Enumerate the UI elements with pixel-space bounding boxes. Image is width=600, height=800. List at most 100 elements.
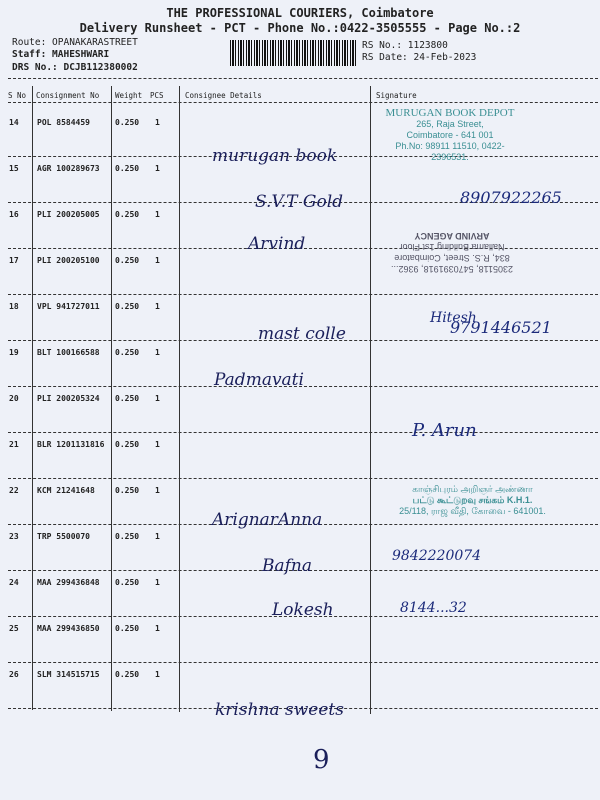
handwritten-consignee: mast colle <box>258 324 346 344</box>
row-consignment-no: MAA 299436848 <box>37 578 100 587</box>
row-sno: 22 <box>9 486 19 495</box>
row-consignment-no: PLI 200205100 <box>37 256 100 265</box>
row-divider <box>8 708 598 709</box>
signature: 8144...32 <box>400 600 467 616</box>
row-sno: 21 <box>9 440 19 449</box>
row-pcs: 1 <box>155 486 160 495</box>
stamp-arignar-anna: காஞ்சிபுரம் அறிஞர் அண்ணா பட்டு கூட்டுறவு… <box>385 484 560 517</box>
row-pcs: 1 <box>155 532 160 541</box>
row-consignment-no: MAA 299436850 <box>37 624 100 633</box>
drs-number: DRS No.: DCJB112380002 <box>12 62 138 73</box>
rs-number: RS No.: 1123800 <box>362 40 448 51</box>
signature-name: Hitesh <box>430 310 477 326</box>
column-line <box>32 86 33 710</box>
row-weight: 0.250 <box>115 164 140 173</box>
row-divider <box>8 616 598 617</box>
row-consignment-no: BLR 1201131816 <box>37 440 105 449</box>
row-divider <box>8 248 598 249</box>
stamp-line: ARVIND AGENCY <box>414 231 490 241</box>
signature: 9842220074 <box>392 548 482 564</box>
row-consignment-no: AGR 100289673 <box>37 164 100 173</box>
stamp-line: காஞ்சிபுரம் அறிஞர் அண்ணா <box>412 484 533 494</box>
row-divider <box>8 294 598 295</box>
stamp-line: Coimbatore - 641 001 <box>406 130 494 140</box>
row-pcs: 1 <box>155 440 160 449</box>
row-weight: 0.250 <box>115 302 140 311</box>
staff: Staff: MAHESHWARI <box>12 49 110 60</box>
row-consignment-no: TRP 5500070 <box>37 532 90 541</box>
col-weight: Weight <box>115 91 143 100</box>
col-sno: S No <box>8 91 27 100</box>
row-divider <box>8 524 598 525</box>
handwritten-consignee: Arvind <box>248 234 306 254</box>
row-pcs: 1 <box>155 670 160 679</box>
handwritten-consignee: Padmavati <box>214 370 304 390</box>
row-weight: 0.250 <box>115 348 140 357</box>
row-consignment-no: VPL 941727011 <box>37 302 100 311</box>
signature: P. Arun <box>412 420 477 441</box>
row-pcs: 1 <box>155 394 160 403</box>
row-divider <box>8 386 598 387</box>
row-pcs: 1 <box>155 256 160 265</box>
col-consignee: Consignee Details <box>185 91 262 100</box>
row-sno: 20 <box>9 394 19 403</box>
rs-date: RS Date: 24-Feb-2023 <box>362 52 477 63</box>
row-divider <box>8 432 598 433</box>
stamp-line: பட்டு கூட்டுறவு சங்கம் K.H.1. <box>412 495 533 505</box>
document-subtitle: Delivery Runsheet - PCT - Phone No.:0422… <box>79 21 521 35</box>
row-consignment-no: SLM 314515715 <box>37 670 100 679</box>
row-divider <box>8 156 598 157</box>
row-sno: 18 <box>9 302 19 311</box>
row-sno: 15 <box>9 164 19 173</box>
row-divider <box>8 202 598 203</box>
row-pcs: 1 <box>155 210 160 219</box>
handwritten-consignee: Lokesh <box>272 600 334 620</box>
row-sno: 14 <box>9 118 19 127</box>
row-sno: 25 <box>9 624 19 633</box>
column-line <box>111 86 112 711</box>
row-pcs: 1 <box>155 118 160 127</box>
row-consignment-no: PLI 200205005 <box>37 210 100 219</box>
col-consignment: Consignment No <box>36 91 100 100</box>
handwritten-consignee: Bafna <box>262 556 313 576</box>
stamp-line: 265, Raja Street, <box>416 119 484 129</box>
barcode <box>230 40 358 66</box>
stamp-line: MURUGAN BOOK DEPOT <box>385 107 515 119</box>
stamp-line: Nallama Building 1st Floor <box>399 242 505 252</box>
row-consignment-no: BLT 100166588 <box>37 348 100 357</box>
handwritten-consignee: murugan book <box>212 146 338 166</box>
stamp-line: 2305118, 5470391918, 9362... <box>391 264 513 274</box>
row-weight: 0.250 <box>115 670 140 679</box>
row-pcs: 1 <box>155 624 160 633</box>
row-divider <box>8 662 598 663</box>
row-consignment-no: KCM 21241648 <box>37 486 95 495</box>
divider <box>8 78 598 79</box>
row-weight: 0.250 <box>115 210 140 219</box>
signature-phone: 9791446521 <box>450 318 552 337</box>
col-pcs: PCS <box>150 91 164 100</box>
row-divider <box>8 340 598 341</box>
stamp-murugan-book-depot: MURUGAN BOOK DEPOT 265, Raja Street, Coi… <box>380 108 520 163</box>
row-sno: 26 <box>9 670 19 679</box>
route: Route: OPANAKARASTREET <box>12 37 138 48</box>
row-sno: 17 <box>9 256 19 265</box>
row-divider <box>8 478 598 479</box>
col-signature: Signature <box>376 91 417 100</box>
column-line <box>370 86 371 714</box>
row-weight: 0.250 <box>115 118 140 127</box>
document-title: THE PROFESSIONAL COURIERS, Coimbatore <box>166 6 434 20</box>
column-line <box>179 86 180 712</box>
stamp-line: 834, R.S. Street, Coimbatore <box>394 253 510 263</box>
page-mark: 9 <box>313 745 330 775</box>
row-weight: 0.250 <box>115 440 140 449</box>
divider <box>8 102 598 103</box>
row-sno: 16 <box>9 210 19 219</box>
row-pcs: 1 <box>155 164 160 173</box>
row-weight: 0.250 <box>115 532 140 541</box>
stamp-arvind-agency: 2305118, 5470391918, 9362... 834, R.S. S… <box>372 230 532 274</box>
row-pcs: 1 <box>155 348 160 357</box>
row-sno: 23 <box>9 532 19 541</box>
row-consignment-no: POL 8584459 <box>37 118 90 127</box>
row-pcs: 1 <box>155 302 160 311</box>
row-pcs: 1 <box>155 578 160 587</box>
